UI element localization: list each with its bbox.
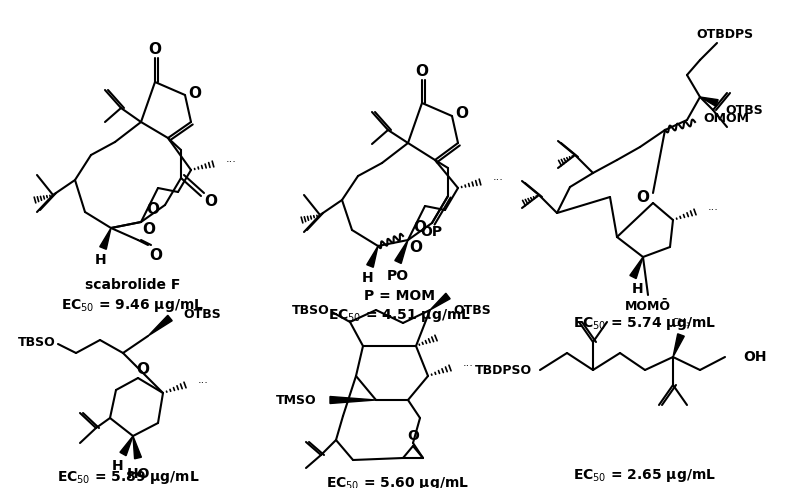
Text: TBSO: TBSO — [292, 304, 330, 317]
Polygon shape — [133, 436, 142, 459]
Polygon shape — [395, 240, 408, 264]
Text: OTBS: OTBS — [725, 103, 762, 117]
Text: PO: PO — [387, 269, 409, 283]
Polygon shape — [330, 396, 376, 404]
Text: O: O — [455, 106, 469, 122]
Text: ···: ··· — [198, 378, 209, 388]
Text: O: O — [189, 85, 202, 101]
Text: ···: ··· — [708, 205, 719, 215]
Text: O: O — [414, 221, 426, 236]
Polygon shape — [430, 293, 450, 310]
Text: EC$_{50}$ = 5.74 μg/mL: EC$_{50}$ = 5.74 μg/mL — [574, 314, 717, 331]
Polygon shape — [700, 97, 718, 106]
Text: O: O — [410, 241, 422, 256]
Text: O: O — [637, 190, 650, 205]
Text: MOMŌ: MOMŌ — [625, 301, 671, 313]
Text: TMSO: TMSO — [275, 393, 316, 407]
Text: EC$_{50}$ = 9.46 μg/mL: EC$_{50}$ = 9.46 μg/mL — [62, 297, 205, 313]
Polygon shape — [366, 246, 378, 267]
Text: H: H — [362, 271, 374, 285]
Polygon shape — [630, 257, 643, 279]
Text: ···: ··· — [493, 175, 504, 185]
Polygon shape — [100, 228, 111, 249]
Text: EC$_{50}$ = 2.65 μg/mL: EC$_{50}$ = 2.65 μg/mL — [574, 467, 717, 484]
Text: CH₃: CH₃ — [671, 318, 690, 328]
Text: O: O — [407, 429, 419, 443]
Text: EC$_{50}$ = 5.89 μg/mL: EC$_{50}$ = 5.89 μg/mL — [57, 469, 199, 487]
Text: TBSO: TBSO — [18, 337, 56, 349]
Text: HO: HO — [126, 467, 150, 481]
Text: OH: OH — [743, 350, 766, 364]
Text: O: O — [137, 363, 150, 378]
Text: O: O — [149, 41, 162, 57]
Text: O: O — [142, 223, 155, 238]
Text: O: O — [150, 247, 162, 263]
Polygon shape — [673, 334, 684, 357]
Text: P = MOM: P = MOM — [365, 289, 435, 303]
Text: O: O — [415, 63, 429, 79]
Text: H: H — [95, 253, 107, 267]
Text: O: O — [205, 194, 218, 208]
Text: OTBS: OTBS — [183, 307, 221, 321]
Text: TBDPSO: TBDPSO — [475, 364, 532, 377]
Text: H: H — [112, 459, 124, 473]
Text: EC$_{50}$ = 4.51 μg/mL: EC$_{50}$ = 4.51 μg/mL — [329, 307, 471, 325]
Polygon shape — [120, 436, 133, 456]
Text: O: O — [146, 203, 159, 218]
Text: H: H — [632, 282, 644, 296]
Text: ···: ··· — [226, 157, 237, 167]
Text: EC$_{50}$ = 5.60 μg/mL: EC$_{50}$ = 5.60 μg/mL — [326, 474, 470, 488]
Text: OMOM: OMOM — [703, 111, 749, 124]
Text: OTBDPS: OTBDPS — [697, 28, 754, 41]
Polygon shape — [148, 315, 172, 336]
Text: ···: ··· — [463, 361, 474, 371]
Text: scabrolide F: scabrolide F — [86, 278, 181, 292]
Text: OTBS: OTBS — [453, 304, 490, 317]
Text: OP: OP — [420, 225, 442, 239]
